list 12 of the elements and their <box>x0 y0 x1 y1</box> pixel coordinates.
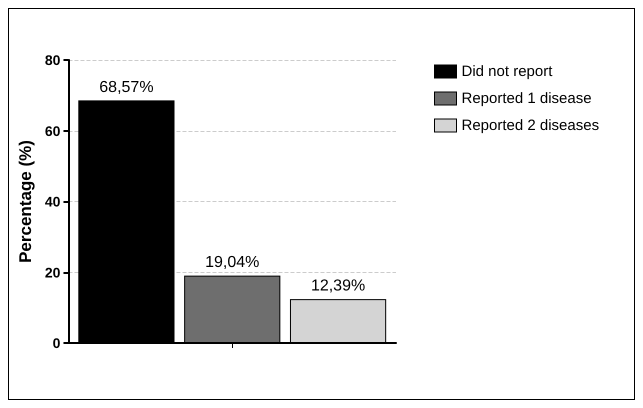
y-tick-label: 40 <box>44 194 61 210</box>
legend-label: Reported 2 diseases <box>462 117 600 134</box>
y-tick-label: 0 <box>52 335 61 351</box>
legend-label: Reported 1 disease <box>462 90 592 107</box>
y-axis-title: Percentage (%) <box>16 140 35 263</box>
y-tick-label: 80 <box>44 52 61 68</box>
data-label: 68,57% <box>99 78 154 96</box>
data-label: 12,39% <box>310 278 366 295</box>
legend-label: Did not report <box>462 63 554 80</box>
y-tick-label: 20 <box>44 264 61 280</box>
data-label: 19,04% <box>205 254 260 272</box>
y-tick-label: 60 <box>44 122 61 139</box>
